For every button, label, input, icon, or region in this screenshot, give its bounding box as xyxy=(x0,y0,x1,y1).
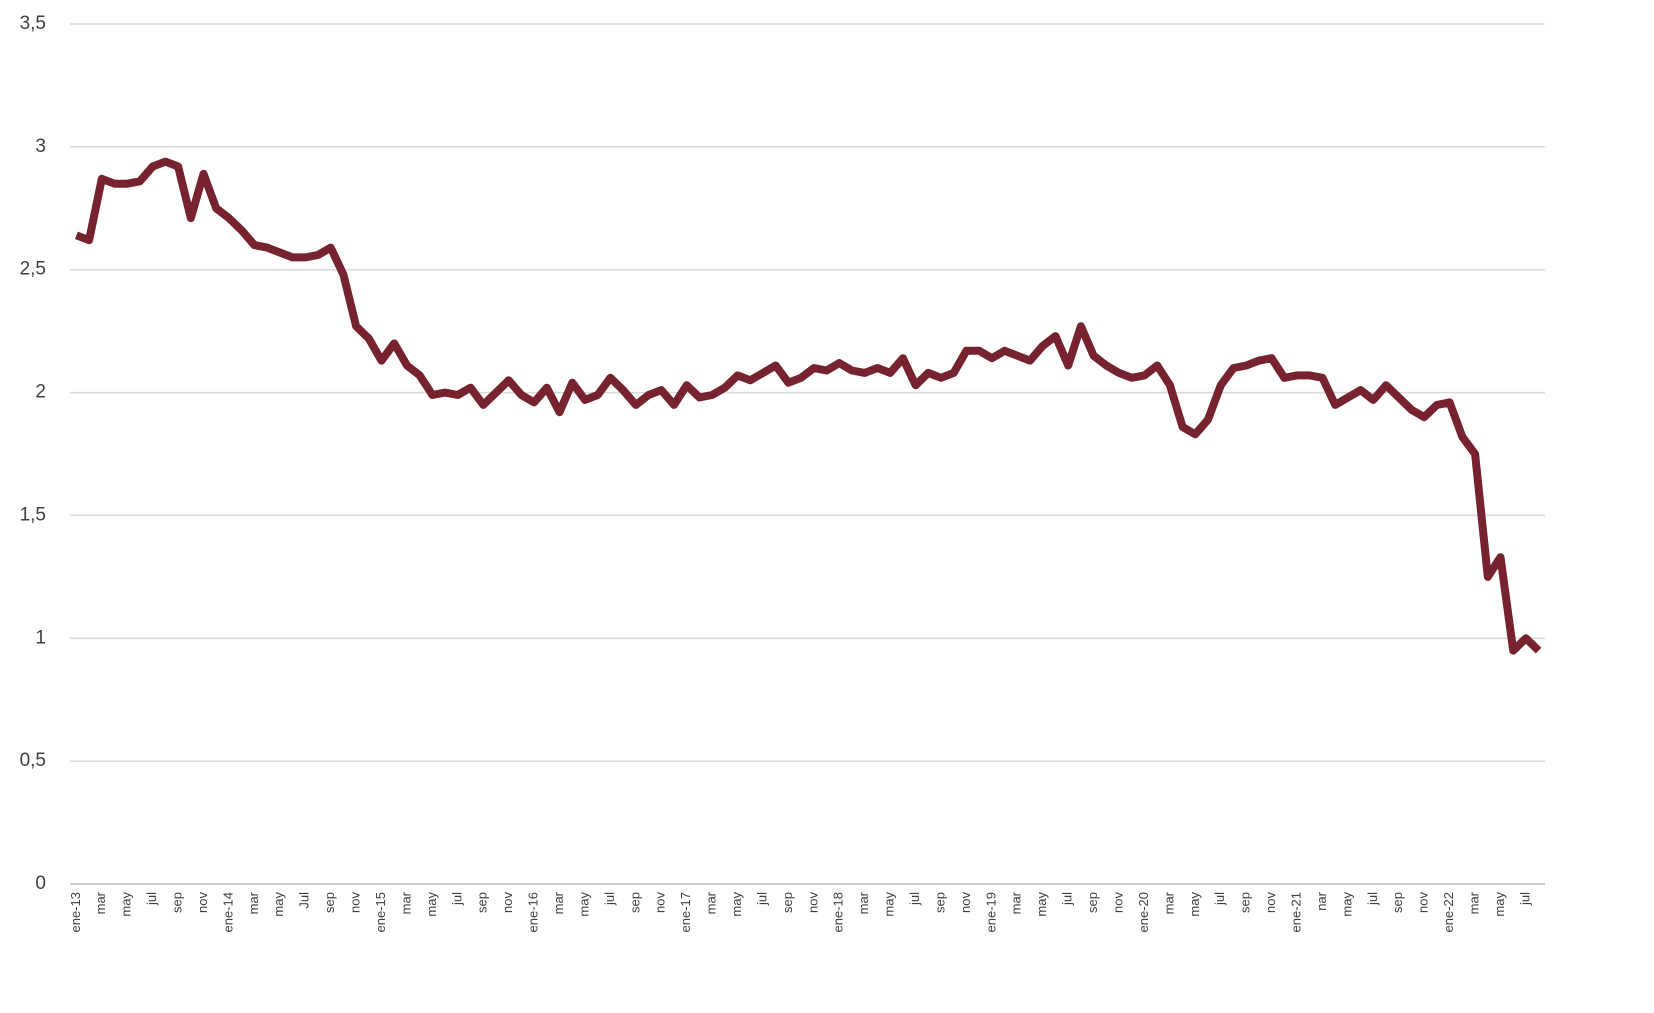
x-tick-label: sep xyxy=(170,892,185,913)
x-tick-label: may xyxy=(119,892,134,917)
x-tick-label: nov xyxy=(500,892,515,913)
x-tick-label: mar xyxy=(856,891,871,914)
x-tick-label: nov xyxy=(1110,892,1125,913)
x-tick-label: nov xyxy=(958,892,973,913)
x-tick-label: jul xyxy=(602,892,617,906)
x-tick-label: sep xyxy=(475,892,490,913)
x-tick-label: mar xyxy=(1009,891,1024,914)
x-tick-label: mar xyxy=(93,891,108,914)
y-tick-label: 1 xyxy=(35,627,46,648)
y-tick-label: 3,5 xyxy=(20,13,46,34)
x-tick-label: mar xyxy=(246,891,261,914)
x-tick-label: mar xyxy=(1467,891,1482,914)
x-tick-label: mar xyxy=(704,891,719,914)
y-tick-label: 0,5 xyxy=(20,750,46,771)
x-tick-label: nov xyxy=(1416,892,1431,913)
x-tick-label: sep xyxy=(1238,892,1253,913)
x-tick-label: ene-20 xyxy=(1136,892,1151,932)
y-tick-label: 2,5 xyxy=(20,259,46,280)
x-tick-label: sep xyxy=(627,892,642,913)
y-tick-label: 2 xyxy=(35,382,46,403)
x-tick-label: nar xyxy=(1314,891,1329,910)
x-tick-label: may xyxy=(1492,892,1507,917)
x-tick-label: jul xyxy=(907,892,922,906)
x-tick-label: sep xyxy=(780,892,795,913)
x-tick-label: Jul xyxy=(297,892,312,909)
x-tick-label: jul xyxy=(144,892,159,906)
x-tick-label: ene-22 xyxy=(1441,892,1456,932)
x-tick-label: ene-21 xyxy=(1288,892,1303,932)
x-tick-label: may xyxy=(576,892,591,917)
x-tick-label: nov xyxy=(1263,892,1278,913)
x-tick-label: mar xyxy=(1161,891,1176,914)
x-tick-label: nov xyxy=(195,892,210,913)
x-tick-label: may xyxy=(729,892,744,917)
x-tick-label: jul xyxy=(1517,892,1532,906)
x-tick-label: may xyxy=(1339,892,1354,917)
x-tick-label: mar xyxy=(551,891,566,914)
y-tick-label: 3 xyxy=(35,136,46,157)
x-tick-label: may xyxy=(271,892,286,917)
x-tick-label: ene-19 xyxy=(983,892,998,932)
data-line xyxy=(74,157,1542,655)
y-tick-label: 0 xyxy=(35,873,46,894)
x-tick-label: nov xyxy=(348,892,363,913)
x-tick-label: jul xyxy=(449,892,464,906)
x-tick-label: sep xyxy=(322,892,337,913)
y-tick-label: 1,5 xyxy=(20,504,46,525)
x-tick-label: ene-18 xyxy=(831,892,846,932)
x-tick-label: ene-17 xyxy=(678,892,693,932)
x-tick-label: sep xyxy=(1085,892,1100,913)
x-tick-label: ene-14 xyxy=(220,892,235,932)
x-tick-label: jul xyxy=(1365,892,1380,906)
x-tick-label: jul xyxy=(1060,892,1075,906)
x-tick-label: ene-13 xyxy=(68,892,83,932)
x-tick-label: may xyxy=(1187,892,1202,917)
x-tick-label: sep xyxy=(932,892,947,913)
x-tick-label: nov xyxy=(805,892,820,913)
x-tick-label: may xyxy=(1034,892,1049,917)
x-tick-label: sep xyxy=(1390,892,1405,913)
x-tick-label: ene-15 xyxy=(373,892,388,932)
x-tick-label: nov xyxy=(653,892,668,913)
x-tick-label: ene-16 xyxy=(526,892,541,932)
x-tick-label: jul xyxy=(754,892,769,906)
x-tick-label: may xyxy=(424,892,439,917)
x-tick-label: jul xyxy=(1212,892,1227,906)
x-tick-label: mar xyxy=(398,891,413,914)
x-tick-label: may xyxy=(882,892,897,917)
